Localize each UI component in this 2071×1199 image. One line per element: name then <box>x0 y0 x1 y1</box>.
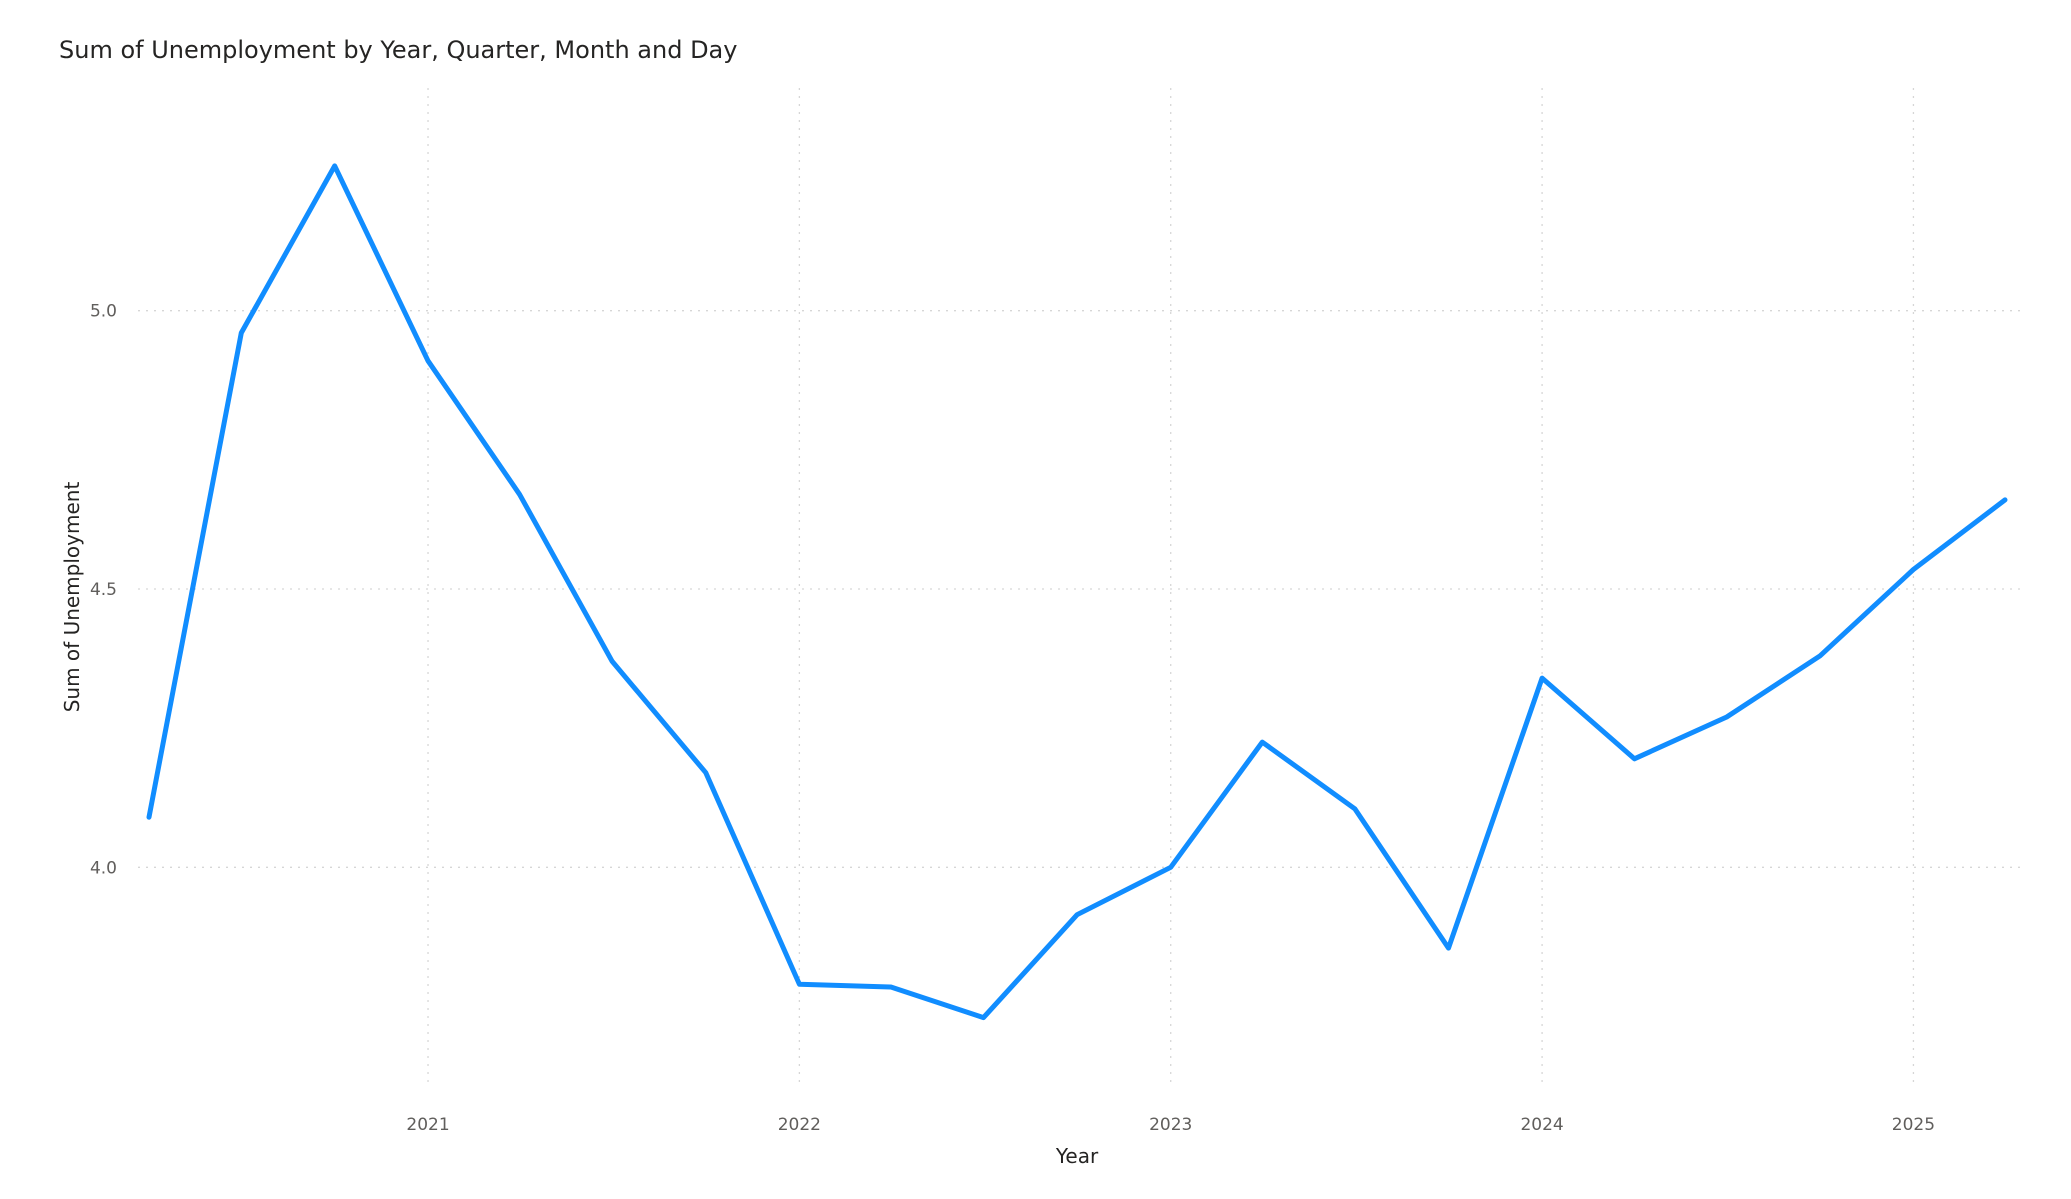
data-point <box>1817 653 1823 659</box>
x-tick-label: 2023 <box>1149 1115 1192 1135</box>
data-point <box>1259 739 1265 745</box>
data-point <box>1631 756 1637 762</box>
data-point <box>888 984 894 990</box>
data-point <box>1168 864 1174 870</box>
data-point <box>981 1015 987 1021</box>
y-tick-label: 5.0 <box>90 302 117 322</box>
chart-title: Sum of Unemployment by Year, Quarter, Mo… <box>59 36 738 64</box>
data-point <box>332 163 338 169</box>
data-point <box>796 981 802 987</box>
x-tick-label: 2022 <box>778 1115 821 1135</box>
x-tick-label: 2024 <box>1520 1115 1563 1135</box>
data-point <box>2002 497 2008 503</box>
data-point <box>703 770 709 776</box>
series-line <box>146 163 2008 1021</box>
data-point <box>1910 567 1916 573</box>
x-tick-label: 2021 <box>406 1115 449 1135</box>
data-point <box>609 658 615 664</box>
x-axis-title: Year <box>1055 1144 1099 1168</box>
x-tick-label: 2025 <box>1892 1115 1935 1135</box>
y-tick-label: 4.5 <box>90 580 117 600</box>
data-point <box>1724 714 1730 720</box>
data-point <box>425 358 431 364</box>
data-point <box>1539 675 1545 681</box>
y-tick-label: 4.0 <box>90 858 117 878</box>
data-point <box>1074 912 1080 918</box>
data-point <box>1445 945 1451 951</box>
data-point <box>517 491 523 497</box>
data-point <box>1352 806 1358 812</box>
y-axis-title: Sum of Unemployment <box>60 482 84 713</box>
data-point <box>238 330 244 336</box>
data-point <box>146 814 152 820</box>
